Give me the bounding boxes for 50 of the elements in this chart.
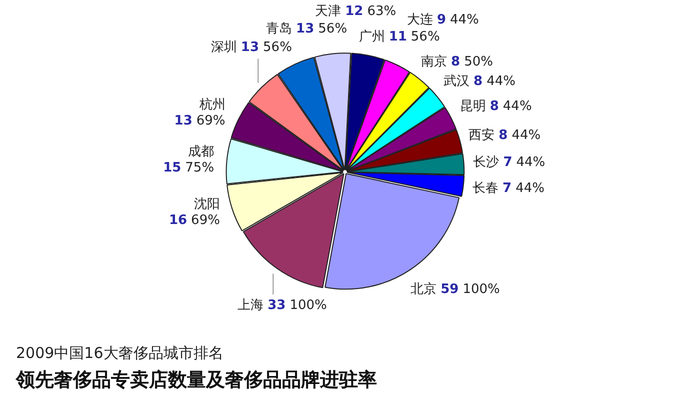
slice-label: 上海 bbox=[238, 298, 264, 313]
text: 44% bbox=[516, 181, 544, 196]
slice-label: 武汉 bbox=[444, 74, 470, 90]
slice-label: 大连 bbox=[406, 12, 433, 28]
slice-label: 北京 bbox=[410, 282, 437, 298]
slice-label: 天津 bbox=[315, 4, 342, 19]
slice-label: 青岛 bbox=[266, 21, 292, 36]
slice-label: 沈阳 bbox=[194, 197, 220, 212]
text: 56% bbox=[263, 40, 292, 56]
data-label: 13 bbox=[240, 40, 260, 56]
data-label: 13 bbox=[174, 113, 192, 128]
data-label: 8 bbox=[451, 54, 460, 70]
data-label: 8 bbox=[490, 99, 499, 114]
slice-label: 长沙 bbox=[473, 155, 500, 170]
text: 69% bbox=[196, 113, 226, 128]
text: 44% bbox=[502, 99, 532, 114]
data-label: 8 bbox=[474, 74, 483, 90]
slice-label: 西安 bbox=[468, 126, 495, 143]
slice-label: 深圳 bbox=[210, 40, 237, 56]
text: 44% bbox=[486, 74, 516, 90]
slice-label: 广州 bbox=[358, 30, 385, 45]
text: 100% bbox=[462, 282, 500, 298]
text: 56% bbox=[410, 30, 440, 45]
text: 69% bbox=[191, 213, 220, 228]
text: 44% bbox=[512, 128, 541, 143]
text: 75% bbox=[185, 160, 214, 176]
slice-label: 杭州 bbox=[198, 97, 226, 112]
data-label: 59 bbox=[440, 282, 459, 298]
data-label: 8 bbox=[498, 128, 508, 143]
text: 领先奢侈品专卖店数量及奢侈品品牌进驻率 bbox=[16, 368, 377, 393]
data-label: 9 bbox=[436, 12, 446, 28]
slice-label: 昆明 bbox=[460, 99, 486, 114]
data-label: 7 bbox=[503, 155, 512, 170]
data-label: 12 bbox=[345, 4, 364, 19]
text: 100% bbox=[290, 298, 327, 313]
text: 63% bbox=[367, 4, 396, 19]
data-label: 33 bbox=[268, 298, 286, 313]
text: 44% bbox=[450, 12, 479, 28]
slice-label: 成都 bbox=[188, 144, 214, 160]
data-label: 16 bbox=[168, 213, 188, 228]
text: 50% bbox=[464, 54, 493, 70]
slice-label: 长春 bbox=[472, 181, 499, 196]
data-label: 13 bbox=[296, 21, 314, 36]
data-label: 11 bbox=[388, 30, 407, 45]
slice-label: 南京 bbox=[421, 54, 448, 70]
text: 44% bbox=[516, 155, 546, 170]
text: 56% bbox=[318, 21, 348, 36]
data-label: 7 bbox=[502, 181, 512, 196]
data-label: 15 bbox=[163, 160, 182, 176]
text: 2009中国16大奢侈品城市排名 bbox=[16, 344, 224, 363]
